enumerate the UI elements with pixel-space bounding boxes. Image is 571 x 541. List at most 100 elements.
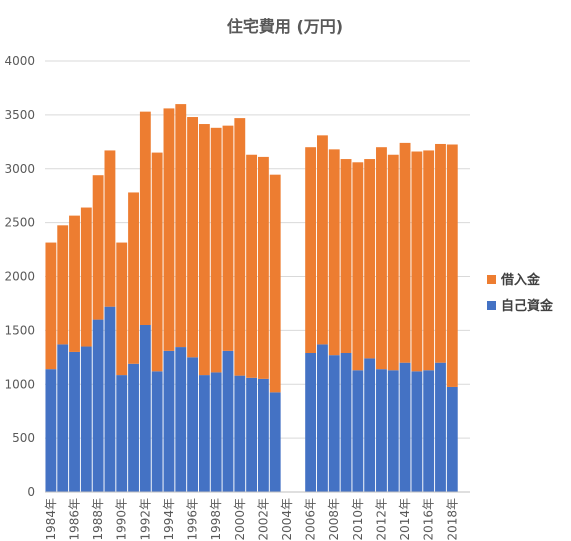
- x-tick-label: 2018年: [445, 498, 459, 541]
- bar-loan-1991年: [128, 192, 139, 364]
- bar-loan-2006年: [305, 147, 317, 354]
- bar-loan-2011年: [364, 159, 376, 359]
- x-tick-label: 2008年: [327, 498, 341, 541]
- bar-loan-1996年: [187, 117, 198, 358]
- bar-loan-2017年: [435, 143, 446, 363]
- legend-swatch-loan: [487, 275, 496, 284]
- bar-own-funds-1989年: [104, 306, 116, 492]
- x-tick-label: 2004年: [280, 498, 294, 541]
- bar-own-funds-1984年: [45, 369, 57, 492]
- x-tick-label: 1994年: [162, 498, 176, 541]
- bar-loan-1989年: [104, 150, 116, 307]
- bar-own-funds-1993年: [151, 371, 163, 492]
- bar-loan-2012年: [376, 147, 387, 370]
- bar-own-funds-2000年: [234, 375, 246, 492]
- bar-own-funds-2012年: [376, 369, 387, 492]
- y-tick-label: 2500: [4, 216, 35, 230]
- bar-own-funds-1987年: [80, 346, 92, 492]
- bar-loan-2000年: [234, 118, 246, 376]
- x-axis-ticks: 1984年 1986年 1988年 1990年 1992年 1994年 1996年 1998年…: [44, 498, 459, 541]
- bar-loan-2009年: [340, 159, 352, 354]
- x-tick-label: 1986年: [68, 498, 82, 541]
- y-tick-label: 2000: [4, 270, 35, 284]
- x-tick-label: 2000年: [233, 498, 247, 541]
- bar-loan-2002年: [257, 156, 269, 379]
- y-axis-ticks: 0 500 1000 1500 2000 2500 3000 3500 4000: [4, 54, 35, 499]
- bar-own-funds-2017年: [435, 362, 446, 492]
- bars: [45, 104, 458, 492]
- bar-own-funds-2013年: [387, 370, 399, 492]
- bar-loan-1997年: [198, 124, 210, 376]
- bar-own-funds-2003年: [269, 392, 281, 492]
- bar-own-funds-1985年: [57, 344, 69, 492]
- bar-loan-2008年: [328, 149, 340, 356]
- bar-own-funds-1990年: [116, 375, 128, 492]
- legend-label-loan: 借入金: [500, 272, 541, 288]
- y-tick-label: 1500: [4, 323, 35, 337]
- chart-title: 住宅費用 (万円): [227, 17, 343, 36]
- x-tick-label: 1990年: [115, 498, 129, 541]
- bar-own-funds-2011年: [364, 358, 376, 492]
- x-tick-label: 2002年: [256, 498, 270, 541]
- bar-loan-2007年: [317, 135, 328, 345]
- bar-own-funds-1998年: [210, 372, 222, 492]
- bar-own-funds-2015年: [411, 371, 423, 492]
- bar-own-funds-1991年: [128, 363, 139, 492]
- bar-loan-2010年: [352, 162, 364, 371]
- y-tick-label: 3500: [4, 108, 35, 122]
- bar-loan-2015年: [411, 151, 423, 372]
- y-tick-label: 500: [12, 431, 35, 445]
- bar-loan-1986年: [69, 215, 80, 352]
- x-tick-label: 1992年: [138, 498, 152, 541]
- bar-loan-1987年: [80, 207, 92, 347]
- bar-loan-1994年: [163, 108, 175, 351]
- bar-loan-1985年: [57, 225, 69, 345]
- x-tick-label: 1988年: [91, 498, 105, 541]
- bar-own-funds-1986年: [69, 351, 80, 492]
- bar-own-funds-2006年: [305, 353, 317, 492]
- x-tick-label: 1984年: [44, 498, 58, 541]
- legend-swatch-own-funds: [487, 301, 496, 310]
- bar-own-funds-2002年: [257, 378, 269, 492]
- bar-loan-2016年: [423, 150, 435, 371]
- bar-own-funds-2018年: [446, 386, 458, 492]
- legend-label-own-funds: 自己資金: [501, 298, 554, 314]
- x-tick-label: 2016年: [422, 498, 436, 541]
- bar-own-funds-1996年: [187, 357, 198, 492]
- bar-loan-2001年: [246, 154, 258, 378]
- x-tick-label: 2014年: [398, 498, 412, 541]
- bar-own-funds-1992年: [139, 324, 151, 492]
- bar-loan-1990年: [116, 242, 128, 376]
- bar-loan-1984年: [45, 242, 57, 370]
- bar-own-funds-1999年: [222, 350, 234, 492]
- bar-loan-1992年: [139, 111, 151, 325]
- bar-own-funds-1997年: [198, 375, 210, 492]
- bar-loan-1999年: [222, 125, 234, 351]
- x-tick-label: 1996年: [186, 498, 200, 541]
- bar-own-funds-1995年: [175, 347, 187, 492]
- bar-own-funds-2007年: [317, 344, 328, 492]
- bar-loan-1995年: [175, 104, 187, 348]
- bar-own-funds-2014年: [399, 362, 411, 492]
- y-tick-label: 0: [27, 485, 35, 499]
- bar-loan-1993年: [151, 152, 163, 372]
- x-tick-label: 2010年: [351, 498, 365, 541]
- y-tick-label: 4000: [4, 54, 35, 68]
- bar-loan-2013年: [387, 154, 399, 371]
- bar-loan-2014年: [399, 142, 411, 363]
- bar-loan-1988年: [92, 175, 104, 320]
- bar-loan-2018年: [446, 144, 458, 387]
- bar-own-funds-1994年: [163, 350, 175, 492]
- bar-loan-1998年: [210, 127, 222, 373]
- x-tick-label: 2012年: [374, 498, 388, 541]
- bar-own-funds-2008年: [328, 355, 340, 492]
- bar-own-funds-2016年: [423, 370, 435, 492]
- bar-loan-2003年: [269, 174, 281, 393]
- x-tick-label: 2006年: [304, 498, 318, 541]
- bar-own-funds-2001年: [246, 377, 258, 492]
- x-tick-label: 1998年: [209, 498, 223, 541]
- gridlines: [45, 60, 470, 439]
- y-tick-label: 1000: [4, 377, 35, 391]
